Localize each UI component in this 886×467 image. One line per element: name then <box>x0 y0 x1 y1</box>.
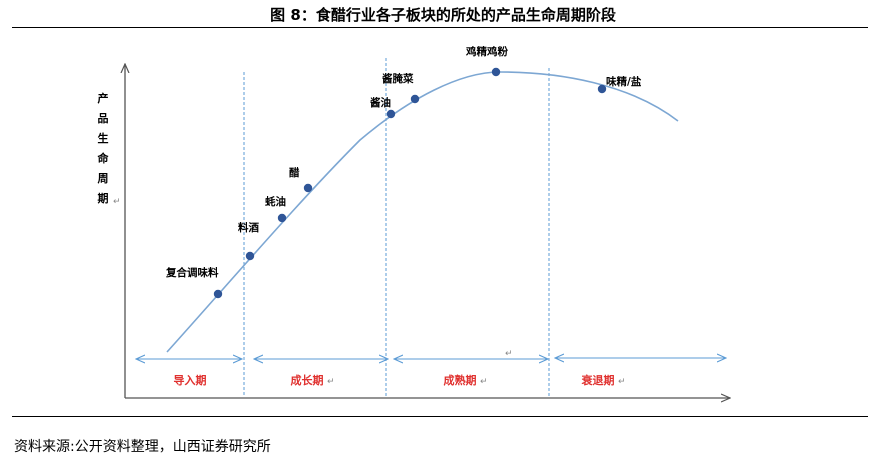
product-label: 酱腌菜 <box>382 72 414 85</box>
top-rule <box>12 27 868 28</box>
product-point <box>245 251 255 261</box>
product-label: 料酒 <box>238 221 259 234</box>
stage-label: 成熟期 <box>444 373 477 387</box>
product-point <box>491 67 501 77</box>
paragraph-mark: ↵ <box>113 197 121 207</box>
product-label: 味精/盐 <box>606 75 642 88</box>
y-axis-char: 期 <box>98 191 109 205</box>
product-label: 醋 <box>289 166 300 179</box>
y-axis-char: 生 <box>98 131 109 145</box>
bottom-rule <box>12 416 868 417</box>
product-label: 蚝油 <box>265 195 286 208</box>
source-note: 资料来源:公开资料整理，山西证券研究所 <box>14 439 271 455</box>
paragraph-mark: ↵ <box>480 377 488 387</box>
y-axis-char: 品 <box>98 112 109 125</box>
product-point <box>303 183 313 193</box>
product-point <box>386 109 396 119</box>
stage-label: 成长期 <box>291 373 324 387</box>
y-axis-label: 产 品 生 命 周 期 ↵ <box>97 91 121 207</box>
product-label: 复合调味料 <box>165 266 219 279</box>
paragraph-mark: ↵ <box>618 377 626 387</box>
product-point <box>597 84 607 94</box>
paragraph-mark: ↵ <box>505 349 513 359</box>
y-axis-char: 命 <box>97 151 110 165</box>
product-label: 鸡精鸡粉 <box>465 45 508 58</box>
product-point <box>213 289 223 299</box>
stage-label: 衰退期 <box>581 373 615 387</box>
figure-title: 图 8：食醋行业各子板块的所处的产品生命周期阶段 <box>270 6 616 24</box>
y-axis-char: 产 <box>98 91 109 105</box>
product-point <box>277 213 287 223</box>
y-axis-char: 周 <box>98 172 109 185</box>
paragraph-mark: ↵ <box>327 377 335 387</box>
product-label: 酱油 <box>370 96 391 109</box>
stage-label: 导入期 <box>174 373 207 387</box>
product-point <box>410 94 420 104</box>
